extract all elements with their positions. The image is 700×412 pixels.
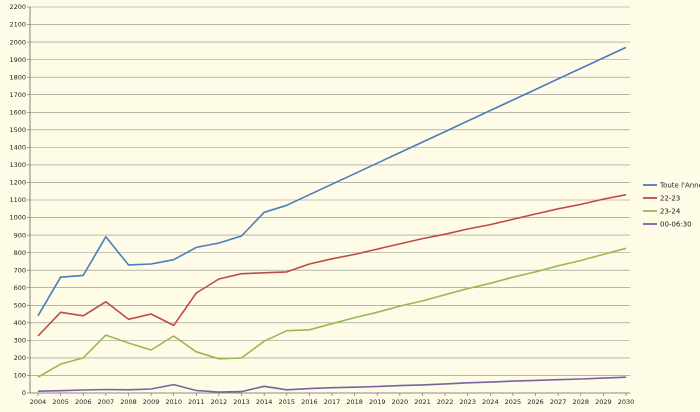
y-tick-label-100: 100	[14, 372, 26, 380]
legend-label-4: 00-06:30	[660, 221, 692, 229]
x-tick-label-2009: 2009	[143, 398, 160, 406]
legend: Toute l'Année 22-23 23-24 00-06:30	[643, 182, 700, 229]
x-tick-label-2011: 2011	[188, 398, 205, 406]
y-tick-label-1000: 1000	[9, 214, 26, 222]
x-tick-label-2025: 2025	[505, 398, 522, 406]
x-tick-label-2023: 2023	[459, 398, 476, 406]
y-tick-label-1600: 1600	[9, 108, 26, 116]
x-tick-label-2020: 2020	[392, 398, 409, 406]
x-tick-label-2014: 2014	[256, 398, 273, 406]
x-tick-label-2008: 2008	[120, 398, 137, 406]
y-tick-label-0: 0	[22, 389, 26, 397]
x-tick-label-2028: 2028	[572, 398, 589, 406]
x-tick-label-2026: 2026	[527, 398, 544, 406]
x-tick-label-2016: 2016	[301, 398, 318, 406]
x-tick-label-2022: 2022	[437, 398, 454, 406]
x-tick-label-2019: 2019	[369, 398, 386, 406]
y-tick-label-1700: 1700	[9, 91, 26, 99]
y-axis-ticks: 0 100 200 300 400 500 600 700 800 900 1000 1100 1200…	[9, 3, 30, 397]
x-tick-label-2005: 2005	[52, 398, 69, 406]
x-tick-label-2010: 2010	[165, 398, 182, 406]
x-tick-label-2007: 2007	[98, 398, 115, 406]
x-tick-label-2030: 2030	[618, 398, 635, 406]
y-tick-label-1800: 1800	[9, 73, 26, 81]
series-line-2	[37, 193, 627, 337]
x-tick-label-2021: 2021	[414, 398, 431, 406]
x-tick-label-2006: 2006	[75, 398, 92, 406]
y-tick-label-500: 500	[14, 301, 26, 309]
y-tick-label-1900: 1900	[9, 56, 26, 64]
y-tick-label-2000: 2000	[9, 38, 26, 46]
x-tick-label-2018: 2018	[346, 398, 363, 406]
y-tick-label-800: 800	[14, 249, 26, 257]
x-tick-label-2004: 2004	[30, 398, 47, 406]
x-tick-label-2027: 2027	[550, 398, 567, 406]
x-tick-label-2029: 2029	[595, 398, 612, 406]
x-tick-label-2013: 2013	[233, 398, 250, 406]
y-tick-label-700: 700	[14, 266, 26, 274]
y-tick-label-1200: 1200	[9, 179, 26, 187]
y-tick-label-1500: 1500	[9, 126, 26, 134]
legend-label-3: 23-24	[660, 208, 681, 216]
x-tick-label-2017: 2017	[324, 398, 341, 406]
series-line-1	[37, 46, 627, 317]
x-axis-ticks: 2004 2005 2006 2007 2008 2009 2010 2011 2012 2013…	[30, 393, 635, 406]
y-tick-label-1300: 1300	[9, 161, 26, 169]
y-tick-label-300: 300	[14, 337, 26, 345]
x-tick-label-2015: 2015	[278, 398, 295, 406]
y-tick-label-600: 600	[14, 284, 26, 292]
series-line-3	[37, 247, 627, 378]
x-tick-label-2012: 2012	[211, 398, 228, 406]
y-tick-label-900: 900	[14, 231, 26, 239]
y-tick-label-1400: 1400	[9, 144, 26, 152]
y-tick-label-2100: 2100	[9, 21, 26, 29]
series-line-4	[37, 376, 627, 393]
legend-label-1: Toute l'Année	[659, 182, 700, 190]
y-tick-label-2200: 2200	[9, 3, 26, 11]
gridlines	[30, 6, 630, 376]
x-tick-label-2024: 2024	[482, 398, 499, 406]
series-lines	[37, 46, 627, 393]
y-tick-label-1100: 1100	[9, 196, 26, 204]
y-tick-label-400: 400	[14, 319, 26, 327]
legend-label-2: 22-23	[660, 195, 680, 203]
y-tick-label-200: 200	[14, 354, 26, 362]
